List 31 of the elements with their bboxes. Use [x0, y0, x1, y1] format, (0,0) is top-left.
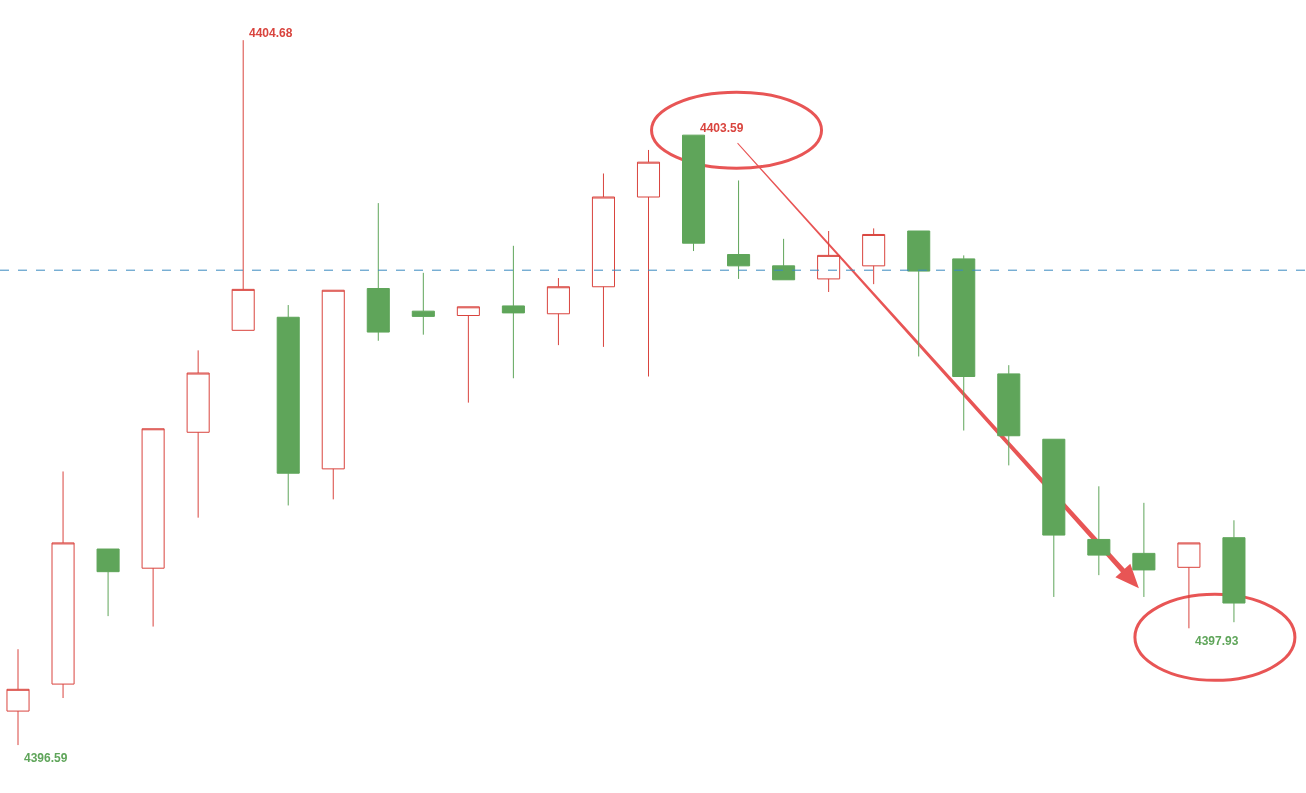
candlestick: [772, 238, 796, 281]
candlestick: [321, 289, 345, 500]
candlestick: [1132, 502, 1156, 598]
candlestick: [727, 179, 751, 280]
candlestick: [6, 648, 30, 746]
text: 4396.59: [24, 751, 68, 765]
candlestick: [141, 428, 165, 628]
candlestick: [862, 227, 886, 285]
candlestick: [231, 39, 255, 331]
candlestick: [997, 364, 1021, 466]
candlestick: [636, 149, 661, 377]
candlestick: [456, 306, 480, 404]
candlestick: [591, 172, 615, 348]
candlestick: [817, 230, 841, 293]
candlestick: [682, 134, 706, 252]
annotation: 4397.93: [1195, 634, 1239, 648]
annotation: 4403.59: [700, 121, 744, 135]
candlestick: [366, 202, 390, 342]
candlestick: [96, 548, 120, 617]
candlestick: [501, 245, 525, 379]
candlestick: [186, 349, 210, 519]
candlestick: [1177, 542, 1201, 629]
candlestick: [952, 254, 976, 432]
text: 4404.68: [249, 26, 293, 40]
candlestick: [546, 277, 570, 346]
candlestick: [907, 230, 931, 357]
candlestick: [1042, 438, 1066, 598]
candlestick: [411, 272, 435, 336]
candlestick: [276, 304, 300, 506]
candlestick: [1222, 519, 1246, 623]
candlestick: [51, 470, 75, 699]
